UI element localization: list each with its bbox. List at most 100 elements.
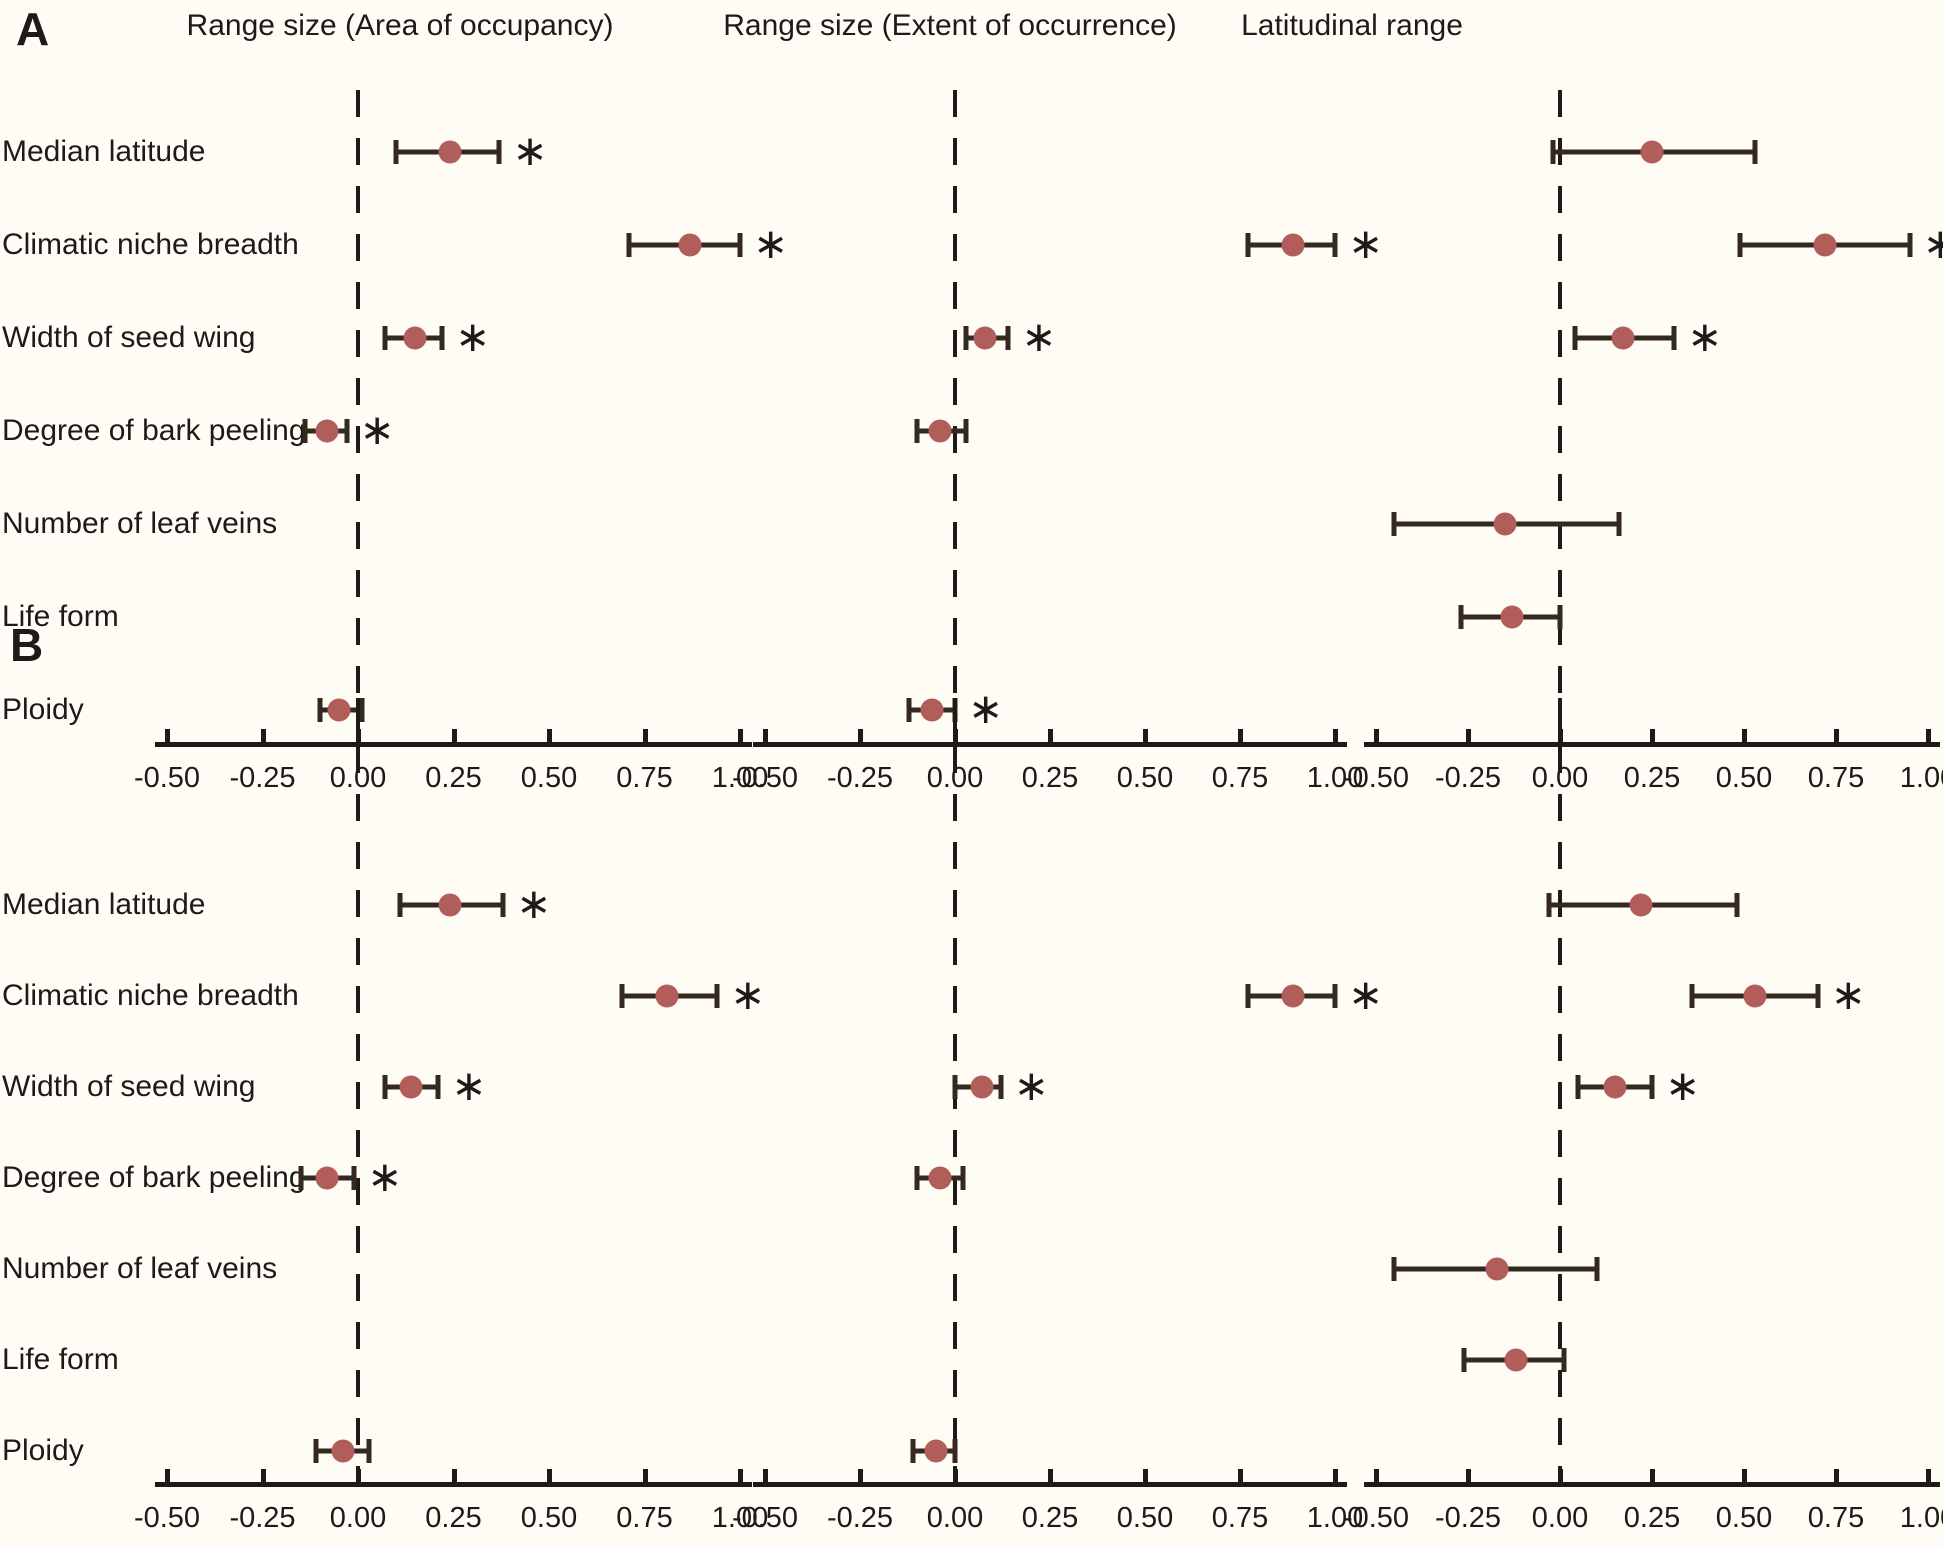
error-bar-cap-left (910, 1439, 916, 1463)
axis-tick (260, 1469, 266, 1484)
point-estimate (438, 893, 462, 917)
axis-tick-label: -0.50 (1342, 762, 1410, 794)
error-bar-cap-left (1245, 233, 1251, 257)
point-estimate (1485, 1257, 1509, 1281)
axis-tick-label: 0.75 (616, 1502, 673, 1534)
axis-tick-label: 0.75 (1211, 1502, 1269, 1534)
axis-tick-label: 0.50 (520, 762, 578, 794)
significance-asterisk: ∗ (359, 405, 395, 455)
panel-letter-b: B (10, 619, 44, 671)
error-bar-cap-right (366, 1439, 372, 1463)
axis-tick (1926, 1469, 1931, 1484)
error-bar-cap-right (351, 1166, 357, 1190)
axis-tick (260, 729, 266, 744)
error-bar-cap-right (960, 1166, 966, 1190)
error-bar-cap-left (382, 1075, 388, 1099)
axis-tick (1143, 729, 1148, 744)
row-label: Life form (2, 600, 119, 633)
axis-tick-label: -0.25 (826, 762, 894, 794)
axis-tick (1048, 729, 1053, 744)
point-estimate (403, 326, 427, 350)
axis-tick (1466, 729, 1471, 744)
axis-tick-label: 1.00 (1899, 762, 1943, 794)
axis-tick-label: 0.25 (425, 1502, 482, 1534)
point-estimate (920, 698, 944, 722)
zero-reference-line (1558, 698, 1562, 1480)
error-bar-cap-right (1594, 1257, 1600, 1281)
point-estimate (1603, 1075, 1627, 1099)
axis-tick-label: 1.00 (1306, 762, 1364, 794)
error-bar-cap-left (382, 326, 388, 350)
axis-tick-label: -0.50 (731, 762, 799, 794)
point-estimate (928, 419, 952, 443)
axis-tick-label: 0.50 (520, 1502, 578, 1534)
x-axis (1364, 1482, 1940, 1487)
zero-reference-line (953, 90, 957, 740)
error-bar-cap-right (439, 326, 445, 350)
error-bar-cap-left (313, 1439, 319, 1463)
axis-tick-label: -0.25 (229, 1502, 296, 1534)
error-bar-cap-left (1546, 893, 1552, 917)
axis-tick (1333, 729, 1338, 744)
error-bar-cap-left (1737, 233, 1743, 257)
point-estimate (970, 1075, 994, 1099)
point-estimate (1504, 1348, 1528, 1372)
axis-tick (858, 729, 863, 744)
axis-tick (1238, 729, 1243, 744)
axis-tick (165, 729, 170, 744)
point-estimate (1281, 233, 1305, 257)
error-bar-cap-left (1575, 1075, 1581, 1099)
significance-asterisk: ∗ (1348, 970, 1384, 1020)
error-bar-cap-right (737, 233, 743, 257)
axis-tick (1742, 1469, 1747, 1484)
x-axis (753, 1482, 1347, 1487)
error-bar-cap-left (1391, 1257, 1397, 1281)
significance-asterisk: ∗ (1830, 970, 1866, 1020)
axis-tick (1834, 1469, 1839, 1484)
panel-letter-a: A (16, 3, 50, 55)
zero-reference-line (1558, 90, 1562, 740)
axis-tick (738, 729, 743, 744)
point-estimate (1611, 326, 1635, 350)
axis-tick-label: -0.50 (731, 1502, 799, 1534)
error-bar-cap-right (496, 140, 502, 164)
point-estimate (924, 1439, 948, 1463)
axis-tick-label: 1.00 (1899, 1502, 1943, 1534)
error-bar-cap-left (1572, 326, 1578, 350)
row-label: Median latitude (2, 888, 206, 921)
error-bar-cap-left (914, 1166, 920, 1190)
error-bar-cap-right (500, 893, 506, 917)
axis-tick (1466, 1469, 1471, 1484)
error-bar-cap-left (302, 419, 308, 443)
axis-tick-label: -0.25 (826, 1502, 894, 1534)
significance-asterisk: ∗ (1021, 312, 1057, 362)
axis-tick (1834, 729, 1839, 744)
axis-tick-label: -0.50 (133, 762, 201, 794)
error-bar-cap-left (393, 140, 399, 164)
axis-tick-label: 0.75 (1211, 762, 1269, 794)
row-label: Ploidy (2, 1434, 84, 1467)
row-label: Climatic niche breadth (2, 979, 299, 1012)
axis-tick-label: 0.00 (926, 1502, 984, 1534)
axis-tick-label: 0.25 (1021, 1502, 1079, 1534)
axis-tick (547, 1469, 552, 1484)
axis-tick-label: -0.50 (133, 1502, 201, 1534)
error-bar-cap-right (963, 419, 969, 443)
point-estimate (1813, 233, 1837, 257)
axis-tick (356, 1469, 361, 1484)
error-bar-cap-left (963, 326, 969, 350)
axis-tick (451, 729, 457, 744)
axis-tick (738, 1469, 743, 1484)
axis-tick-label: 1.00 (711, 1502, 769, 1534)
error-bar-cap-left (626, 233, 632, 257)
significance-asterisk: ∗ (1665, 1061, 1701, 1111)
axis-tick-label: -0.25 (1434, 1502, 1502, 1534)
x-axis (155, 1482, 752, 1487)
significance-asterisk: ∗ (451, 1061, 487, 1111)
point-estimate (315, 1166, 339, 1190)
axis-tick-label: 0.00 (1531, 1502, 1589, 1534)
error-bar-cap-left (619, 984, 625, 1008)
row-label: Number of leaf veins (2, 1252, 278, 1285)
axis-tick (763, 729, 768, 744)
